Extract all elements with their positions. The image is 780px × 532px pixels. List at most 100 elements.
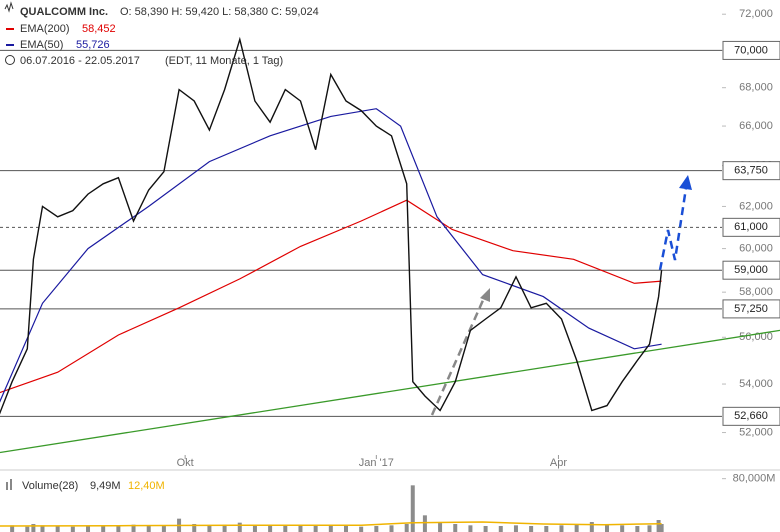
y-tick-label: 60,000 [739, 242, 773, 254]
volume-bar [207, 525, 212, 532]
volume-bar [146, 525, 151, 532]
trendline [0, 329, 780, 454]
volume-bar [483, 526, 488, 532]
volume-bar [86, 526, 91, 532]
y-tick-label: 72,000 [739, 8, 773, 20]
volume-bar [404, 524, 409, 532]
volume-bar [343, 526, 348, 532]
level-label: 70,000 [734, 44, 768, 56]
volume-bar [25, 526, 30, 532]
y-tick-label: 56,000 [739, 331, 773, 343]
volume-bar [55, 526, 60, 532]
y-tick-label: 66,000 [739, 120, 773, 132]
projection-blue [658, 175, 692, 271]
volume-bar [438, 522, 443, 532]
volume-bar [161, 526, 166, 532]
volume-avg-value: 12,40M [128, 480, 165, 492]
volume-bar [589, 522, 594, 532]
y-tick-label: 68,000 [739, 82, 773, 94]
volume-bar [70, 526, 75, 532]
volume-bar [410, 485, 415, 532]
volume-bar [313, 524, 318, 532]
arrow-head [679, 175, 692, 190]
volume-bar [513, 525, 518, 532]
x-tick-label: Apr [550, 457, 567, 469]
legend-title: QUALCOMM Inc. [20, 6, 108, 18]
volume-bar [131, 524, 136, 532]
volume-bar [453, 524, 458, 532]
legend-value: 58,452 [82, 23, 116, 35]
legend-value: 55,726 [76, 39, 110, 51]
level-label: 63,750 [734, 165, 768, 177]
volume-bar [298, 526, 303, 532]
volume-bar [620, 525, 625, 532]
arrow-head [480, 288, 490, 302]
volume-tick-label: 80,000M [733, 473, 776, 485]
clock-icon [5, 55, 15, 65]
projection-grey [430, 288, 490, 416]
level-label: 59,000 [734, 264, 768, 276]
volume-bar [498, 526, 503, 532]
y-tick-label: 58,000 [739, 286, 773, 298]
volume-bar [468, 525, 473, 532]
y-tick-label: 52,000 [739, 426, 773, 438]
volume-bar [31, 524, 36, 532]
volume-bar [10, 525, 15, 532]
level-label: 57,250 [734, 303, 768, 315]
volume-bar [268, 526, 273, 532]
volume-bar [192, 524, 197, 532]
volume-bar [529, 526, 534, 532]
volume-bar [237, 522, 242, 532]
volume-bar [389, 525, 394, 532]
level-box [722, 299, 780, 319]
volume-bar [374, 526, 379, 532]
volume-bar [574, 524, 579, 532]
level-box [722, 161, 780, 181]
volume-bar [559, 525, 564, 532]
chart-icon [4, 1, 14, 13]
level-box [722, 40, 780, 60]
legend-label: EMA(50) [20, 39, 63, 51]
ohlc: O: 58,390 H: 59,420 L: 58,380 C: 59,024 [120, 6, 319, 18]
y-tick-label: 54,000 [739, 378, 773, 390]
volume-bar [222, 524, 227, 532]
volume-bar [252, 525, 257, 532]
volume-bar [422, 515, 427, 532]
volume-bar [283, 525, 288, 532]
volume-bar [544, 526, 549, 532]
level-label: 61,000 [734, 221, 768, 233]
volume-value: 9,49M [90, 480, 121, 492]
volume-bar [40, 525, 45, 532]
volume-bar [647, 525, 652, 532]
volume-bar [656, 520, 661, 532]
range-info: (EDT, 11 Monate, 1 Tag) [165, 55, 283, 67]
volume-icon [6, 482, 8, 490]
x-tick-label: Okt [177, 457, 194, 469]
legend: QUALCOMM Inc. O: 58,390 H: 59,420 L: 58,… [4, 1, 319, 492]
volume-bar [659, 524, 664, 532]
level-box [722, 217, 780, 237]
arrow-line [658, 187, 688, 271]
volume-icon [10, 479, 12, 490]
volume-bar [635, 526, 640, 532]
price-line [0, 36, 663, 415]
volume-bar [605, 524, 610, 532]
arrow-line [430, 297, 486, 416]
legend-label: EMA(200) [20, 23, 70, 35]
volume-bar [328, 525, 333, 532]
ema-line [0, 108, 662, 403]
volume-bar [359, 526, 364, 532]
level-label: 52,660 [734, 410, 768, 422]
level-box [722, 260, 780, 280]
volume-bar [116, 526, 121, 532]
y-tick-label: 62,000 [739, 200, 773, 212]
volume-label: Volume(28) [22, 480, 78, 492]
volume-bar [101, 525, 106, 532]
plot: 52,00054,00056,00058,00060,00062,00064,0… [0, 8, 780, 532]
x-tick-label: Jan '17 [359, 457, 394, 469]
ema-line [0, 199, 662, 394]
volume-avg-line [0, 521, 662, 527]
